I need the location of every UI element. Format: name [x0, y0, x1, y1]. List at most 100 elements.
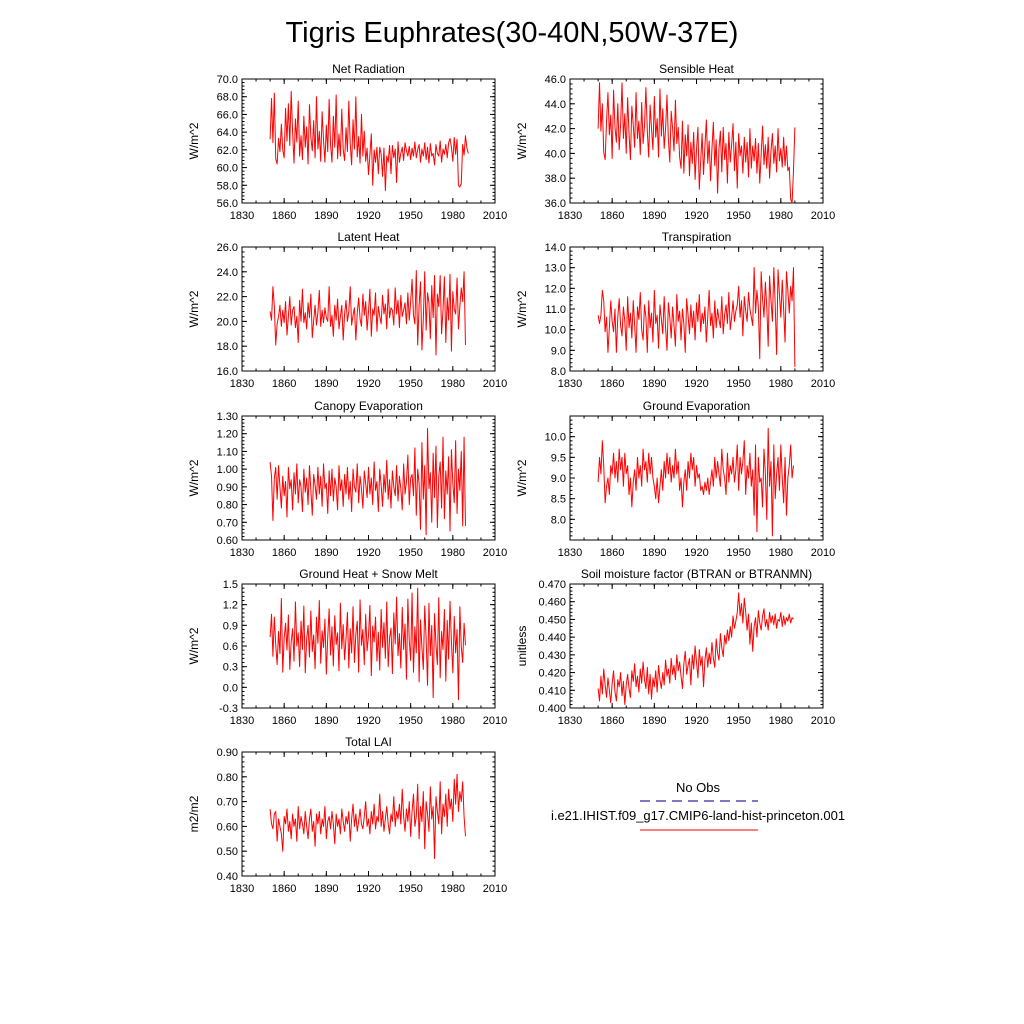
y-tick-label: 8.0 [551, 514, 566, 526]
x-tick-label: 1860 [272, 547, 296, 559]
y-tick-label: 0.3 [223, 662, 238, 674]
panel-ground-heat-snow-melt: 1830 1860 1890 1920 1950 1980 2010 -0.3 0.0 0.3 0.… [187, 567, 507, 727]
y-tick-label: 1.30 [217, 411, 238, 423]
y-tick-label: 22.0 [217, 292, 238, 304]
x-tick-label: 1830 [558, 378, 582, 390]
series-line-net-radiation [269, 90, 469, 192]
y-tick-label: 58.0 [217, 180, 238, 192]
plot-frame [241, 583, 496, 709]
y-tick-label: 0.9 [223, 620, 238, 632]
x-tick-label: 1920 [356, 883, 380, 895]
y-tick-label: 26.0 [217, 242, 238, 254]
x-tick-label: 2010 [811, 715, 835, 727]
y-tick-label: 0.70 [217, 517, 238, 529]
y-tick-label: 38.0 [545, 173, 566, 185]
x-tick-label: 1860 [272, 210, 296, 222]
series-line-latent-heat [269, 270, 466, 356]
series-line-ground-heat-snow-melt [269, 587, 466, 701]
x-tick-label: 1890 [314, 547, 338, 559]
panel-title: Ground Evaporation [643, 399, 750, 413]
y-axis-label: W/m^2 [515, 122, 529, 159]
y-tick-label: 70.0 [217, 74, 238, 86]
y-axis-label: W/m^2 [187, 290, 201, 327]
panel-title: Net Radiation [332, 62, 405, 76]
y-tick-label: 44.0 [545, 99, 566, 111]
panel-title: Canopy Evaporation [314, 399, 423, 413]
x-tick-label: 1830 [230, 883, 254, 895]
plot-frame [569, 583, 824, 709]
x-tick-label: 2010 [811, 210, 835, 222]
y-tick-label: 9.0 [551, 473, 566, 485]
plot-frame [241, 78, 496, 204]
page-title: Tigris Euphrates(30-40N,50W-37E) [286, 17, 739, 49]
x-tick-label: 1950 [398, 883, 422, 895]
x-tick-label: 1860 [600, 378, 624, 390]
y-tick-label: 42.0 [545, 124, 566, 136]
y-tick-label: 0.0 [223, 682, 238, 694]
x-tick-label: 1830 [558, 547, 582, 559]
y-tick-label: 13.0 [545, 263, 566, 275]
x-tick-label: 1950 [726, 547, 750, 559]
panel-soil-moisture-factor-btran-or-btranmn: 1830 1860 1890 1920 1950 1980 2010 0.400 0.410 0.… [515, 567, 835, 727]
x-tick-label: 2010 [483, 210, 507, 222]
x-tick-label: 1980 [769, 210, 793, 222]
y-tick-label: 0.50 [217, 846, 238, 858]
x-tick-label: 1890 [642, 547, 666, 559]
x-tick-label: 1920 [684, 210, 708, 222]
y-tick-label: 14.0 [545, 242, 566, 254]
x-tick-label: 1890 [314, 210, 338, 222]
y-tick-label: 60.0 [217, 163, 238, 175]
y-tick-label: 16.0 [217, 366, 238, 378]
x-tick-label: 1920 [684, 378, 708, 390]
plot-frame [569, 246, 824, 372]
legend: No Obs i.e21.IHIST.f09_g17.CMIP6-land-his… [551, 780, 845, 831]
y-tick-label: 0.420 [538, 668, 566, 680]
x-tick-label: 1890 [642, 210, 666, 222]
y-tick-label: 18.0 [217, 341, 238, 353]
y-tick-label: 10.0 [545, 325, 566, 337]
panel-canopy-evaporation: 1830 1860 1890 1920 1950 1980 2010 0.60 0.70 0.80… [187, 399, 507, 559]
panels: 1830 1860 1890 1920 1950 1980 2010 56.0 58.0 60.0… [187, 62, 835, 895]
y-tick-label: 64.0 [217, 127, 238, 139]
y-tick-label: 0.60 [217, 821, 238, 833]
y-tick-label: 0.470 [538, 579, 566, 591]
plot-frame [569, 415, 824, 541]
series-line-ground-evaporation [597, 427, 794, 537]
x-tick-label: 1950 [726, 378, 750, 390]
x-tick-label: 1980 [441, 547, 465, 559]
x-tick-label: 1950 [398, 210, 422, 222]
x-tick-label: 1920 [356, 547, 380, 559]
panel-transpiration: 1830 1860 1890 1920 1950 1980 2010 8.0 9.0 10.0 11… [515, 230, 835, 390]
plot-frame [241, 415, 496, 541]
x-tick-label: 2010 [483, 883, 507, 895]
x-tick-label: 1830 [230, 210, 254, 222]
panel-title: Transpiration [662, 230, 732, 244]
x-tick-label: 1920 [356, 378, 380, 390]
y-tick-label: 12.0 [545, 283, 566, 295]
y-axis-label: W/m^2 [515, 290, 529, 327]
y-tick-label: 56.0 [217, 198, 238, 210]
x-tick-label: 1860 [600, 210, 624, 222]
x-tick-label: 1860 [272, 378, 296, 390]
y-tick-label: 62.0 [217, 145, 238, 157]
x-tick-label: 1860 [272, 883, 296, 895]
y-tick-label: 68.0 [217, 92, 238, 104]
y-tick-label: 40.0 [545, 148, 566, 160]
legend-label-model: i.e21.IHIST.f09_g17.CMIP6-land-hist-prin… [551, 808, 845, 823]
x-tick-label: 2010 [483, 378, 507, 390]
series-line-total-lai [269, 773, 466, 860]
y-tick-label: 10.0 [545, 432, 566, 444]
x-tick-label: 1950 [398, 547, 422, 559]
x-tick-label: 1920 [356, 210, 380, 222]
y-tick-label: 0.400 [538, 703, 566, 715]
y-tick-label: 0.6 [223, 641, 238, 653]
x-tick-label: 1920 [684, 547, 708, 559]
series-line-soil-moisture-factor-btran-or-btranmn [597, 592, 794, 705]
x-tick-label: 2010 [483, 547, 507, 559]
x-tick-label: 1830 [558, 715, 582, 727]
panel-sensible-heat: 1830 1860 1890 1920 1950 1980 2010 36.0 38.0 40.0… [515, 62, 835, 222]
y-tick-label: 0.40 [217, 871, 238, 883]
y-tick-label: 0.410 [538, 685, 566, 697]
x-tick-label: 2010 [483, 715, 507, 727]
